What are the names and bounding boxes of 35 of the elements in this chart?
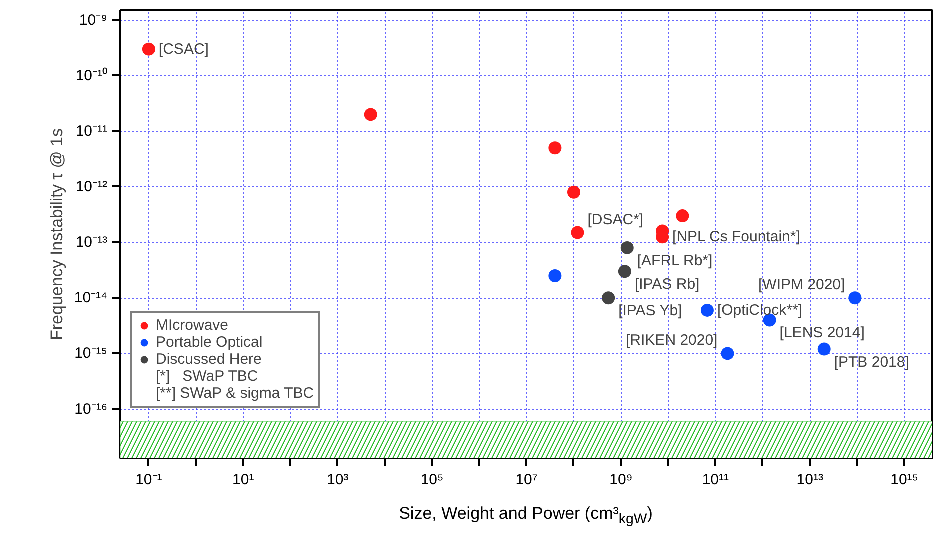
y-tick-label: 10⁻¹¹ (76, 122, 108, 140)
annotation: [**] SWaP & sigma TBC (156, 385, 314, 402)
y-tick-label: 10⁻¹⁶ (74, 400, 108, 418)
annotation: [IPAS Yb] (618, 302, 682, 320)
annotation: [AFRL Rb*] (637, 252, 713, 270)
x-axis-title: Size, Weight and Power (cm³$_{kgW}$) (399, 503, 653, 530)
x-tick-label: 10⁹ (610, 472, 633, 488)
annotation: [CSAC] (158, 40, 209, 58)
y-axis-title: Frequency Instability τ @ 1s (47, 128, 66, 340)
annotation: [NPL Cs Fountain*] (672, 228, 800, 246)
x-tick-label: 10⁻¹ (136, 472, 162, 488)
legend-label: Discussed Here (156, 351, 262, 368)
x-tick-label: 10⁷ (516, 472, 538, 488)
x-tick-label: 10⁵ (420, 472, 444, 488)
x-tick-label: 10¹¹ (702, 472, 730, 488)
y-tick-label: 10⁻¹² (76, 178, 108, 196)
annotation: [PTB 2018] (834, 354, 910, 371)
y-tick-label: 10⁻¹⁰ (76, 67, 108, 84)
y-tick-label: 10⁻¹⁴ (74, 290, 108, 307)
annotation: [IPAS Rb] (634, 276, 700, 294)
x-tick-label: 10¹ (232, 472, 254, 488)
annotation: [WIPM 2020] (758, 276, 846, 294)
legend-label: MIcrowave (156, 317, 229, 334)
y-tick-label: 10⁻⁹ (79, 12, 108, 29)
annotation: [*] SWaP TBC (156, 368, 258, 385)
legend-label: Portable Optical (156, 334, 263, 351)
y-tick-label: 10⁻¹⁵ (74, 345, 108, 362)
x-tick-label: 10¹³ (796, 472, 824, 488)
annotation: [RIKEN 2020] (626, 332, 718, 350)
annotation: [DSAC*] (588, 211, 644, 228)
x-tick-label: 10¹⁵ (890, 472, 919, 488)
annotation: [LENS 2014] (780, 324, 865, 342)
annotation: [OptiClock**] (717, 302, 802, 319)
y-tick-label: 10⁻¹³ (76, 234, 108, 252)
x-tick-label: 10³ (327, 472, 349, 488)
